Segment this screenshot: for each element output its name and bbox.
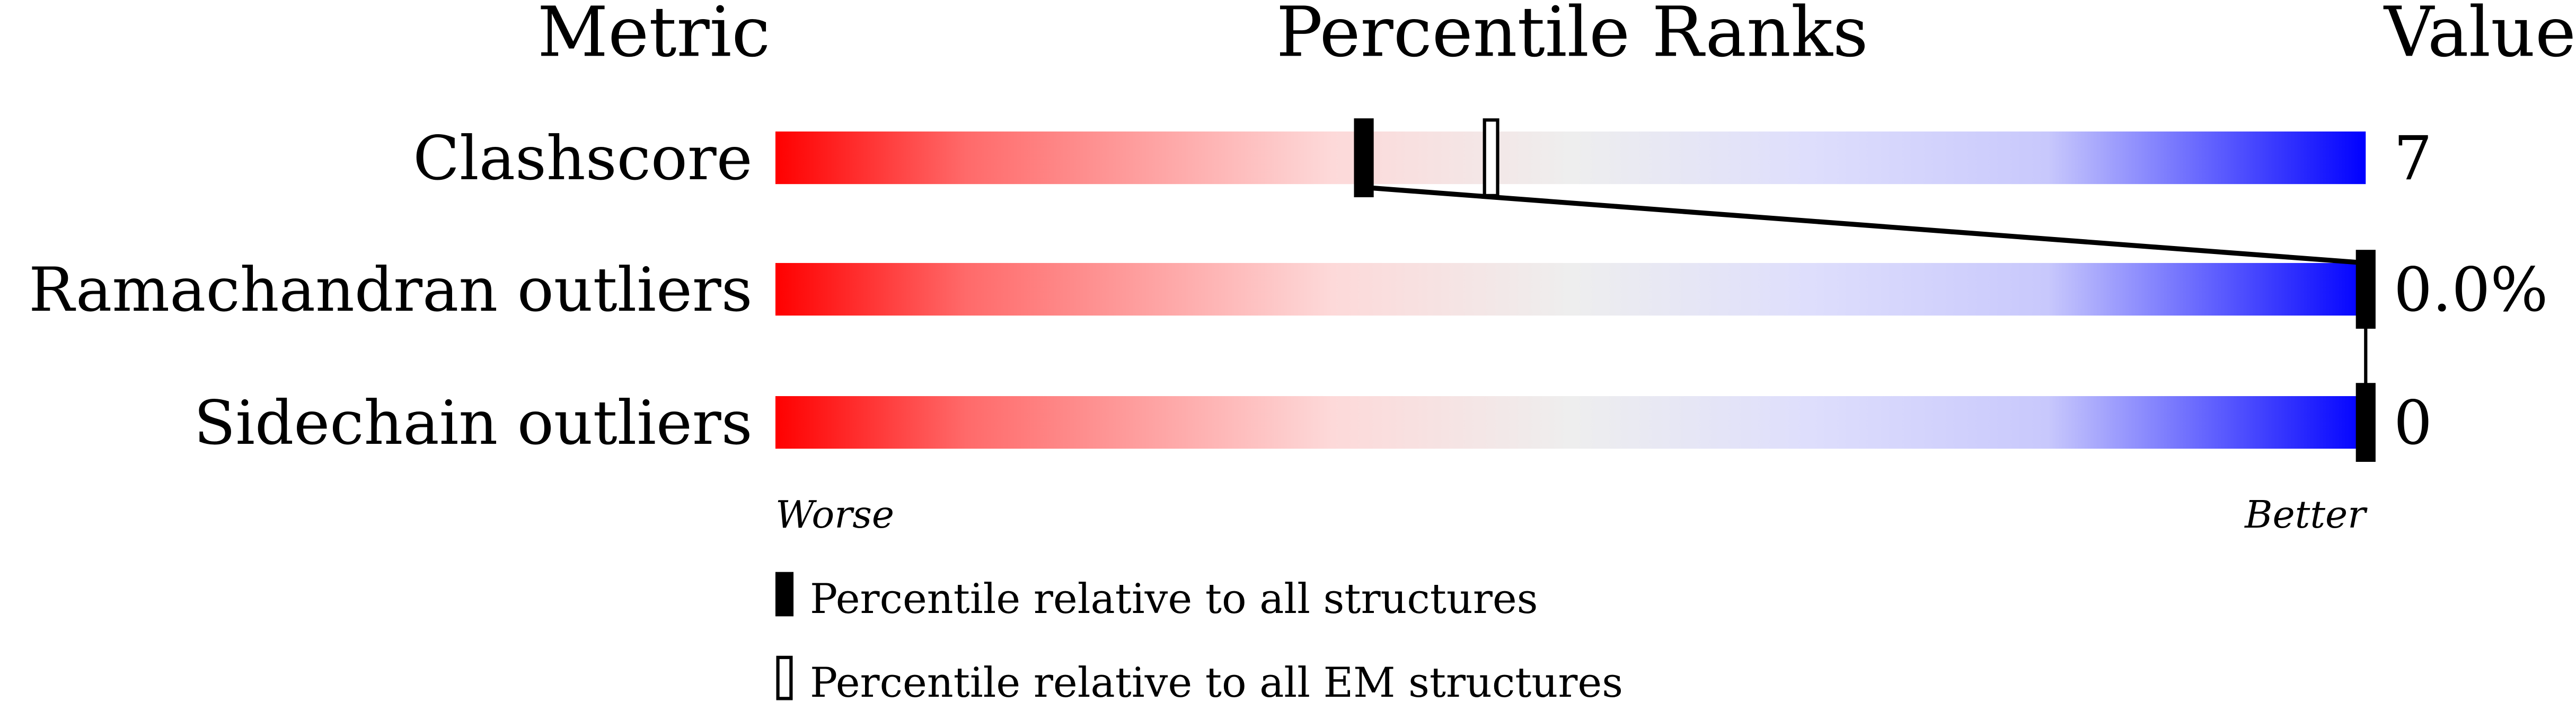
metric-value: 0: [2394, 388, 2432, 459]
metric-label: Sidechain outliers: [194, 388, 753, 459]
legend-em-marker: [776, 655, 793, 700]
percentile-bar: [775, 131, 2366, 185]
all-percentile-marker: [1354, 118, 1374, 197]
em-percentile-marker: [1483, 118, 1499, 197]
header-metric: Metric: [537, 0, 770, 72]
legend-all-label: Percentile relative to all structures: [810, 575, 1538, 623]
metric-value: 0.0%: [2394, 255, 2548, 326]
worse-label: Worse: [775, 493, 894, 537]
connector-line: [1363, 185, 2366, 266]
header-percentile-ranks: Percentile Ranks: [1276, 0, 1868, 72]
metric-value: 7: [2394, 124, 2432, 194]
metric-label: Clashscore: [413, 124, 752, 194]
percentile-bar: [775, 262, 2366, 316]
legend-em-label: Percentile relative to all EM structures: [810, 659, 1623, 701]
better-label: Better: [2244, 493, 2368, 537]
header-value: Value: [2383, 0, 2576, 72]
legend-all-marker: [775, 572, 794, 617]
percentile-bar: [775, 396, 2366, 449]
metric-label: Ramachandran outliers: [29, 255, 752, 326]
